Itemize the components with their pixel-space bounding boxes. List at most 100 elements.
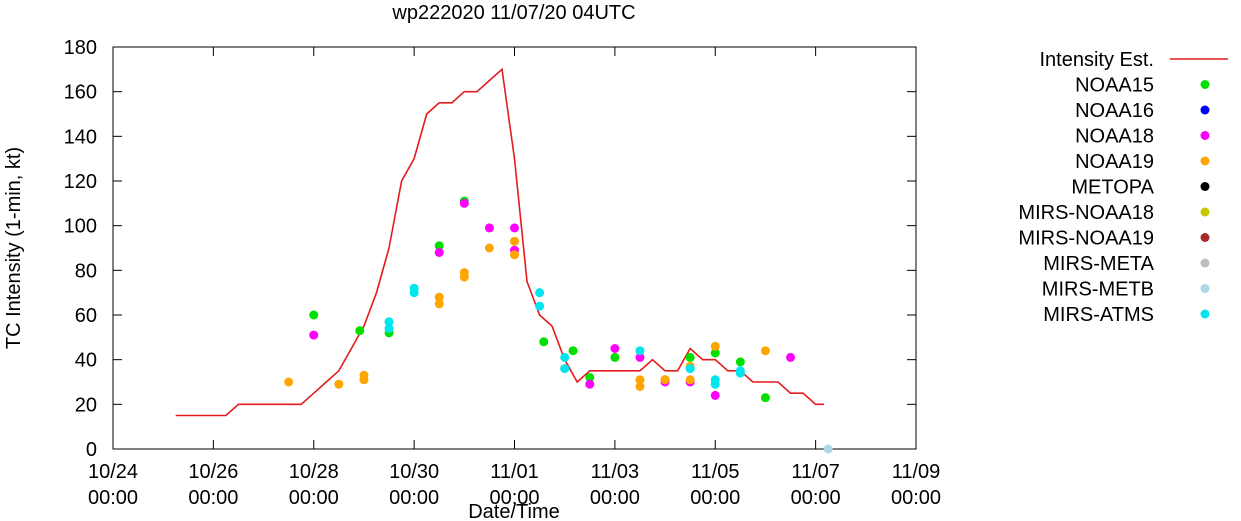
noaa18-point (309, 330, 319, 340)
chart-title: wp222020 11/07/20 04UTC (391, 2, 635, 24)
mirs-metb-point (823, 444, 833, 454)
legend-label: NOAA19 (1075, 151, 1154, 173)
x-tick-label: 10/30 (389, 461, 439, 483)
legend-label: NOAA15 (1075, 75, 1154, 97)
y-tick-label: 0 (86, 439, 97, 461)
noaa15-point (585, 373, 595, 383)
x-tick-label: 00:00 (791, 487, 841, 509)
mirs-atms-point (535, 288, 545, 298)
noaa18-point (459, 198, 469, 208)
legend-dot-swatch (1200, 258, 1210, 268)
noaa18-point (786, 352, 796, 362)
legend-label: MIRS-NOAA18 (1018, 202, 1154, 224)
legend-dot-swatch (1200, 233, 1210, 242)
legend-label: MIRS-METB (1042, 279, 1154, 301)
x-tick-label: 11/03 (591, 461, 640, 483)
noaa15-point (760, 393, 770, 403)
noaa15-point (568, 346, 578, 356)
noaa18-point (434, 247, 444, 257)
legend-label: METOPA (1071, 177, 1154, 199)
mirs-atms-point (735, 368, 745, 378)
x-tick-label: 00:00 (690, 487, 740, 509)
noaa18-point (585, 379, 595, 389)
noaa19-point (484, 243, 494, 253)
x-tick-label: 00:00 (88, 487, 138, 509)
noaa18-point (484, 223, 494, 233)
y-tick-label: 20 (75, 394, 97, 416)
x-tick-label: 11/05 (691, 461, 740, 483)
legend-label: MIRS-META (1043, 253, 1154, 275)
legend: Intensity Est. NOAA15 NOAA16 NOAA18 NOAA19 ME… (1018, 49, 1228, 326)
intensity-est-line (175, 67, 824, 417)
noaa15-point (710, 348, 720, 358)
noaa18-point (635, 352, 645, 362)
mirs-atms-point (560, 352, 570, 362)
legend-label: NOAA18 (1075, 126, 1154, 148)
legend-dot-swatch (1200, 309, 1210, 319)
noaa19-point (434, 292, 444, 302)
legend-dot-swatch (1200, 284, 1210, 293)
noaa19-point (710, 341, 720, 351)
noaa15-point (539, 337, 549, 347)
mirs-atms-point (685, 364, 695, 374)
legend-dot-swatch (1200, 182, 1210, 191)
mirs-atms-point (384, 323, 394, 333)
noaa19-point (685, 375, 695, 385)
noaa19-point (760, 346, 770, 356)
mirs-atms-point (635, 346, 645, 356)
noaa19-point (284, 377, 294, 387)
x-tick-label: 11/09 (892, 461, 941, 483)
legend-label: MIRS-NOAA19 (1018, 228, 1154, 250)
x-axis: 10/24 00:00 10/26 00:00 10/28 00:00 10/30 00:00… (88, 47, 941, 509)
noaa15-point (434, 241, 444, 251)
noaa19-point (459, 272, 469, 282)
mirs-atms-point (710, 379, 720, 389)
y-tick-label: 100 (64, 216, 97, 238)
y-tick-label: 160 (64, 82, 97, 104)
y-axis-label: TC Intensity (1-min, kt) (3, 147, 25, 349)
legend-dot-swatch (1200, 207, 1210, 217)
legend-label: MIRS-ATMS (1043, 304, 1154, 326)
noaa18-point (510, 223, 519, 233)
y-tick-label: 60 (75, 305, 97, 327)
x-tick-label: 00:00 (891, 487, 941, 509)
legend-dot-swatch (1200, 131, 1210, 140)
mirs-atms-point (535, 301, 545, 311)
x-tick-label: 11/01 (490, 461, 539, 483)
noaa19-point (334, 379, 344, 389)
y-axis: 0 20 40 60 80 100 120 140 160 180 (64, 37, 916, 461)
x-tick-label: 00:00 (389, 487, 439, 509)
mirs-atms-point (409, 288, 419, 298)
noaa15-point (309, 310, 319, 320)
noaa19-point (434, 299, 444, 309)
noaa15-point (685, 352, 695, 362)
legend-dot-swatch (1200, 156, 1210, 166)
x-tick-label: 10/26 (188, 461, 238, 483)
mirs-atms-point (560, 364, 570, 374)
y-tick-label: 40 (75, 350, 97, 372)
x-tick-label: 10/24 (88, 461, 138, 483)
y-tick-label: 80 (75, 260, 97, 282)
mirs-atms-point (384, 317, 394, 327)
legend-dot-swatch (1200, 105, 1210, 115)
noaa18-point (710, 390, 720, 400)
noaa19-point (359, 375, 369, 385)
legend-label: NOAA16 (1075, 100, 1154, 122)
plot-area (175, 67, 833, 454)
legend-dot-swatch (1200, 80, 1210, 89)
noaa19-point (510, 250, 519, 260)
legend-label: Intensity Est. (1040, 49, 1155, 71)
y-tick-label: 180 (64, 37, 97, 59)
x-tick-label: 00:00 (289, 487, 339, 509)
noaa15-point (355, 326, 365, 336)
y-tick-label: 140 (64, 126, 97, 148)
x-tick-label: 10/28 (289, 461, 339, 483)
noaa19-point (510, 236, 519, 246)
y-tick-label: 120 (64, 171, 97, 193)
noaa19-point (635, 375, 645, 385)
x-tick-label: 00:00 (188, 487, 238, 509)
noaa15-point (610, 352, 620, 362)
x-tick-label: 00:00 (590, 487, 640, 509)
noaa19-point (635, 381, 645, 391)
